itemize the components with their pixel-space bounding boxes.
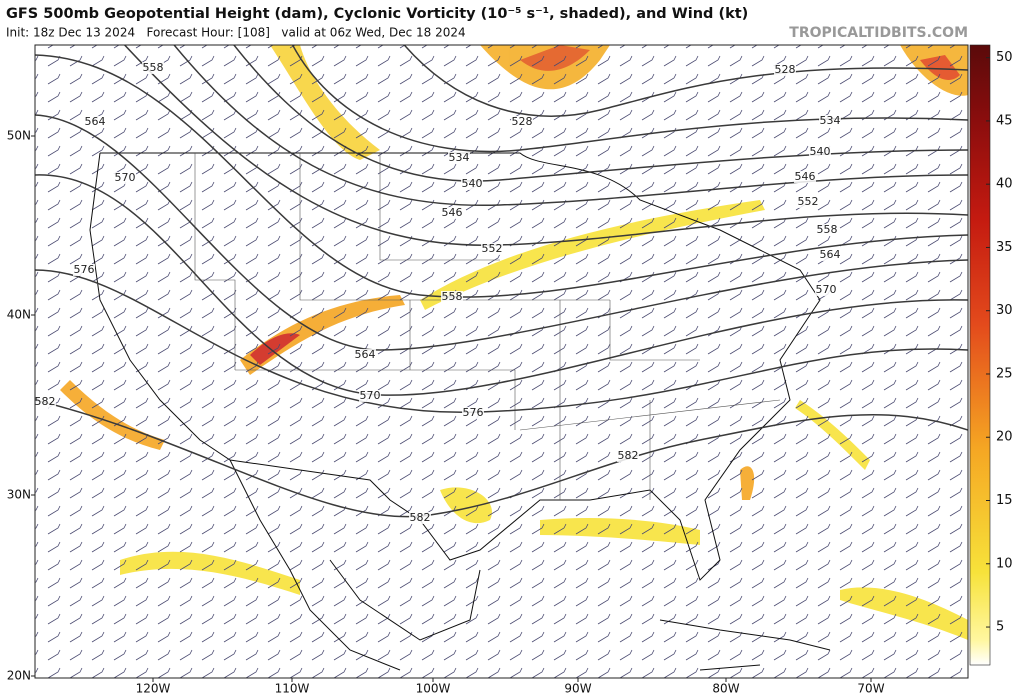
- contour-label-bg: [354, 349, 376, 361]
- contour-label-bg: [461, 178, 483, 190]
- contour-label: 564: [85, 115, 106, 128]
- colorbar-tick-label: 5: [996, 620, 1004, 635]
- contour-label: 570: [360, 389, 381, 402]
- contour-label-bg: [617, 450, 639, 462]
- contour-label: 534: [820, 114, 841, 127]
- contour-label-bg: [441, 291, 463, 303]
- map: 528 528 534 534 540 540 546 546 552 552 558 558 558 5…: [35, 45, 968, 678]
- contour-label: 570: [115, 171, 136, 184]
- contour-label-bg: [359, 390, 381, 402]
- contour-line: [35, 54, 968, 298]
- contour-label: 540: [810, 145, 831, 158]
- contour-label: 528: [775, 63, 796, 76]
- contour-label-bg: [142, 62, 164, 74]
- contour-label-bg: [819, 115, 841, 127]
- contour-label: 546: [442, 206, 463, 219]
- lon-label: 120W: [136, 682, 171, 696]
- colorbar-tick-label: 25: [996, 366, 1013, 381]
- colorbar-tick-label: 35: [996, 240, 1013, 255]
- contour-label-bg: [409, 512, 431, 524]
- contour-label-bg: [819, 249, 841, 261]
- colorbar-tick-label: 45: [996, 113, 1013, 128]
- lon-label: 90W: [564, 682, 591, 696]
- title: GFS 500mb Geopotential Height (dam), Cyc…: [6, 6, 748, 22]
- colorbar-tick-label: 15: [996, 493, 1013, 508]
- colorbar: [969, 44, 991, 666]
- contour-label: 534: [449, 151, 470, 164]
- contour-label-bg: [84, 116, 106, 128]
- subtitle: Init: 18z Dec 13 2024 Forecast Hour: [10…: [6, 26, 466, 40]
- contour-label: 582: [410, 511, 431, 524]
- contour-label-bg: [35, 396, 56, 408]
- contour-label-bg: [448, 152, 470, 164]
- contour-label-bg: [511, 116, 533, 128]
- contour-label: 528: [512, 115, 533, 128]
- lat-label: 50N: [7, 129, 31, 143]
- lat-label: 20N: [7, 669, 31, 683]
- colorbar-tick-label: 20: [996, 430, 1013, 445]
- lon-label: 110W: [275, 682, 310, 696]
- contour-label: 564: [820, 248, 841, 261]
- contour-line: [403, 45, 968, 117]
- contour-label: 582: [35, 395, 56, 408]
- contour-label-bg: [794, 171, 816, 183]
- contour-label: 552: [482, 242, 503, 255]
- contour-label-bg: [73, 264, 95, 276]
- state-lines: [194, 153, 781, 500]
- contour-label: 570: [816, 283, 837, 296]
- wind-barbs: [35, 45, 968, 678]
- lat-label: 40N: [7, 308, 31, 322]
- contour-label: 558: [817, 223, 838, 236]
- contour-label: 552: [798, 195, 819, 208]
- lat-label: 30N: [7, 488, 31, 502]
- colorbar-tick-label: 10: [996, 556, 1013, 571]
- contour-label-bg: [797, 196, 819, 208]
- contour-labels: 528 528 534 534 540 540 546 546 552 552 558 558 558 5…: [35, 61, 841, 524]
- contour-line: [173, 45, 968, 207]
- contour-label: 576: [74, 263, 95, 276]
- contour-label: 540: [462, 177, 483, 190]
- contour-label-bg: [441, 207, 463, 219]
- lon-label: 70W: [857, 682, 884, 696]
- contour-label-bg: [114, 172, 136, 184]
- contour-line: [35, 114, 968, 351]
- lon-label: 100W: [416, 682, 451, 696]
- contour-label-bg: [774, 64, 796, 76]
- contour-label-bg: [816, 224, 838, 236]
- colorbar-tick-label: 30: [996, 303, 1013, 318]
- source: TROPICALTIDBITS.COM: [789, 25, 968, 41]
- colorbar-tick-label: 50: [996, 50, 1013, 65]
- contour-label-bg: [462, 407, 484, 419]
- contour-label-bg: [815, 284, 837, 296]
- axes: 50N 40N 30N 20N 120W 110W 100W 90W 80W 70W 5 10 15 20…: [7, 50, 1013, 695]
- contour-label: 558: [143, 61, 164, 74]
- contour-label-bg: [481, 243, 503, 255]
- contour-label: 576: [463, 406, 484, 419]
- contour-line: [35, 399, 968, 518]
- contour-label: 564: [355, 348, 376, 361]
- contour-label-bg: [809, 146, 831, 158]
- borders: [89, 152, 831, 671]
- contour-label: 558: [442, 290, 463, 303]
- contour-line: [291, 45, 968, 153]
- map-frame: [34, 44, 969, 679]
- lon-label: 80W: [712, 682, 739, 696]
- colorbar-tick-label: 40: [996, 177, 1013, 192]
- contour-label: 582: [618, 449, 639, 462]
- contour-label: 546: [795, 170, 816, 183]
